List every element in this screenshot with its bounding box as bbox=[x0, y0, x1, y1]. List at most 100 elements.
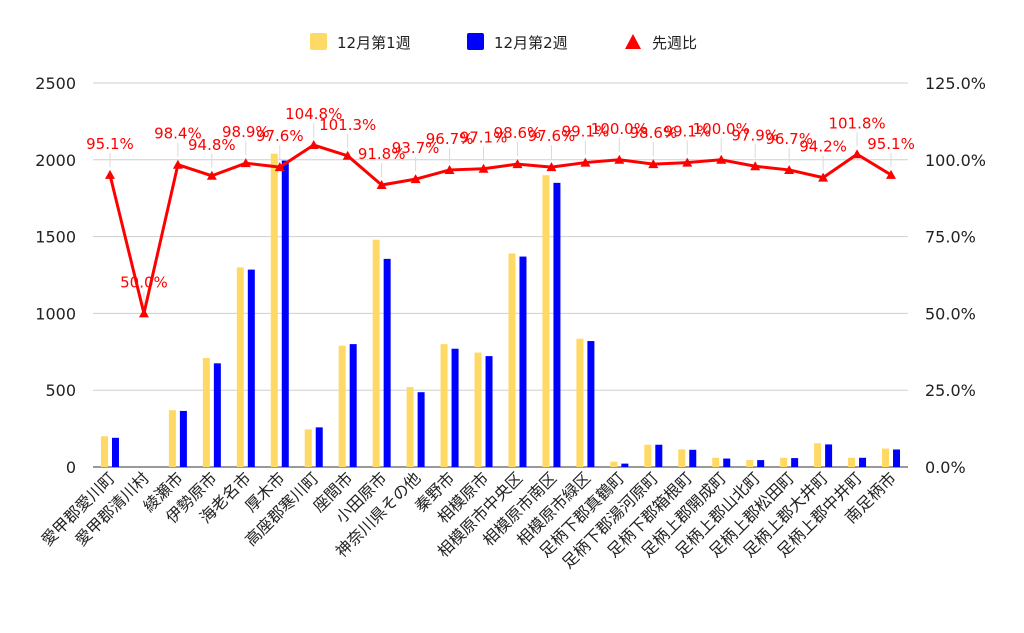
ratio-point bbox=[206, 170, 217, 180]
ratio-point bbox=[410, 174, 421, 184]
ratio-label: 97.9% bbox=[731, 126, 779, 144]
ratio-point bbox=[342, 150, 353, 160]
y-tick-label: 500 bbox=[45, 381, 76, 400]
ratio-point bbox=[886, 169, 897, 179]
bar bbox=[553, 182, 561, 467]
bar bbox=[587, 341, 595, 467]
y2-tick-label: 125.0% bbox=[925, 74, 986, 93]
bar bbox=[213, 363, 221, 467]
ratio-label: 91.8% bbox=[358, 145, 406, 163]
ratio-polyline bbox=[108, 143, 892, 315]
bar bbox=[678, 449, 686, 467]
y-tick-label: 2000 bbox=[35, 151, 76, 170]
bar bbox=[610, 461, 618, 467]
bars bbox=[100, 153, 901, 467]
ratio-point bbox=[104, 169, 115, 179]
bar bbox=[168, 410, 176, 467]
ratio-point bbox=[580, 157, 591, 167]
ratio-point bbox=[818, 172, 829, 182]
bar bbox=[179, 410, 187, 467]
ratio-label: 94.2% bbox=[799, 138, 847, 156]
ratio-point bbox=[138, 308, 149, 318]
y-axis-left: 0 500 1000 1500 2000 2500 bbox=[35, 74, 76, 477]
bar bbox=[825, 444, 833, 467]
y2-tick-label: 25.0% bbox=[925, 381, 976, 400]
y-tick-label: 1500 bbox=[35, 228, 76, 247]
ratio-label: 101.8% bbox=[828, 114, 885, 132]
ratio-label: 98.4% bbox=[154, 125, 202, 143]
bar bbox=[236, 267, 244, 467]
bar bbox=[814, 443, 822, 467]
bar bbox=[723, 458, 731, 467]
ratio-point bbox=[614, 154, 625, 164]
bar bbox=[451, 348, 459, 467]
ratio-label: 95.1% bbox=[86, 135, 134, 153]
ratio-label: 96.7% bbox=[426, 130, 474, 148]
legend-swatch bbox=[467, 33, 484, 50]
y-axis-right: 0.0% 25.0% 50.0% 75.0% 100.0% 125.0% bbox=[925, 74, 986, 477]
ratio-point bbox=[172, 159, 183, 169]
ratio-label: 93.7% bbox=[392, 139, 440, 157]
ratio-point bbox=[716, 154, 727, 164]
y2-tick-label: 100.0% bbox=[925, 151, 986, 170]
bar bbox=[621, 463, 629, 467]
ratio-point bbox=[682, 157, 693, 167]
ratio-label: 97.1% bbox=[460, 129, 508, 147]
ratio-label: 99.1% bbox=[663, 123, 711, 141]
ratio-label: 98.6% bbox=[629, 124, 677, 142]
ratio-point bbox=[852, 149, 863, 159]
ratio-point bbox=[546, 162, 557, 172]
bar bbox=[281, 160, 289, 467]
bar bbox=[893, 449, 901, 467]
ratio-point bbox=[444, 164, 455, 174]
bar bbox=[712, 457, 720, 467]
bar bbox=[100, 436, 108, 467]
legend-swatch bbox=[625, 34, 641, 49]
y-tick-label: 2500 bbox=[35, 74, 76, 93]
bar bbox=[746, 460, 754, 467]
ratio-label: 94.8% bbox=[188, 136, 236, 154]
ratio-point bbox=[240, 158, 251, 168]
ratio-point bbox=[648, 159, 659, 169]
bar bbox=[576, 338, 584, 467]
bar bbox=[474, 352, 482, 467]
gridlines bbox=[93, 82, 908, 468]
ratio-label: 100.0% bbox=[693, 120, 750, 138]
legend-label: 12月第1週 bbox=[337, 34, 411, 52]
bar bbox=[519, 256, 527, 467]
ratio-label: 98.6% bbox=[494, 124, 542, 142]
bar bbox=[508, 253, 516, 467]
legend-label: 12月第2週 bbox=[494, 34, 568, 52]
bar bbox=[270, 153, 278, 467]
ratio-line bbox=[108, 143, 892, 315]
bar bbox=[882, 448, 890, 467]
bar bbox=[202, 357, 210, 467]
ratio-label: 97.6% bbox=[528, 127, 576, 145]
ratio-label: 96.7% bbox=[765, 130, 813, 148]
bar bbox=[655, 444, 663, 467]
bar bbox=[372, 239, 380, 467]
ratio-points bbox=[104, 140, 897, 318]
x-axis: 愛甲郡愛川町愛甲郡清川村綾瀬市伊勢原市海老名市厚木市高座郡寒川町座間市小田原市神… bbox=[37, 468, 899, 572]
bar bbox=[338, 345, 346, 467]
bar bbox=[417, 392, 425, 467]
legend-swatch bbox=[310, 33, 327, 50]
ratio-labels: 95.1%50.0%98.4%94.8%98.9%97.6%104.8%101.… bbox=[86, 105, 915, 306]
legend-label: 先週比 bbox=[652, 34, 697, 52]
bar bbox=[689, 449, 697, 467]
ratio-label: 104.8% bbox=[285, 105, 342, 123]
ratio-label: 101.3% bbox=[319, 116, 376, 134]
ratio-point bbox=[750, 161, 761, 171]
bar bbox=[349, 344, 357, 467]
bar bbox=[304, 429, 312, 467]
bar bbox=[406, 387, 414, 467]
ratio-label: 100.0% bbox=[591, 120, 648, 138]
bar bbox=[315, 427, 323, 467]
bar bbox=[859, 457, 867, 467]
legend: 12月第1週 12月第2週 先週比 bbox=[310, 33, 697, 52]
bar bbox=[247, 269, 255, 467]
y-tick-label: 0 bbox=[66, 458, 76, 477]
bar bbox=[485, 356, 493, 467]
bar bbox=[440, 344, 448, 467]
